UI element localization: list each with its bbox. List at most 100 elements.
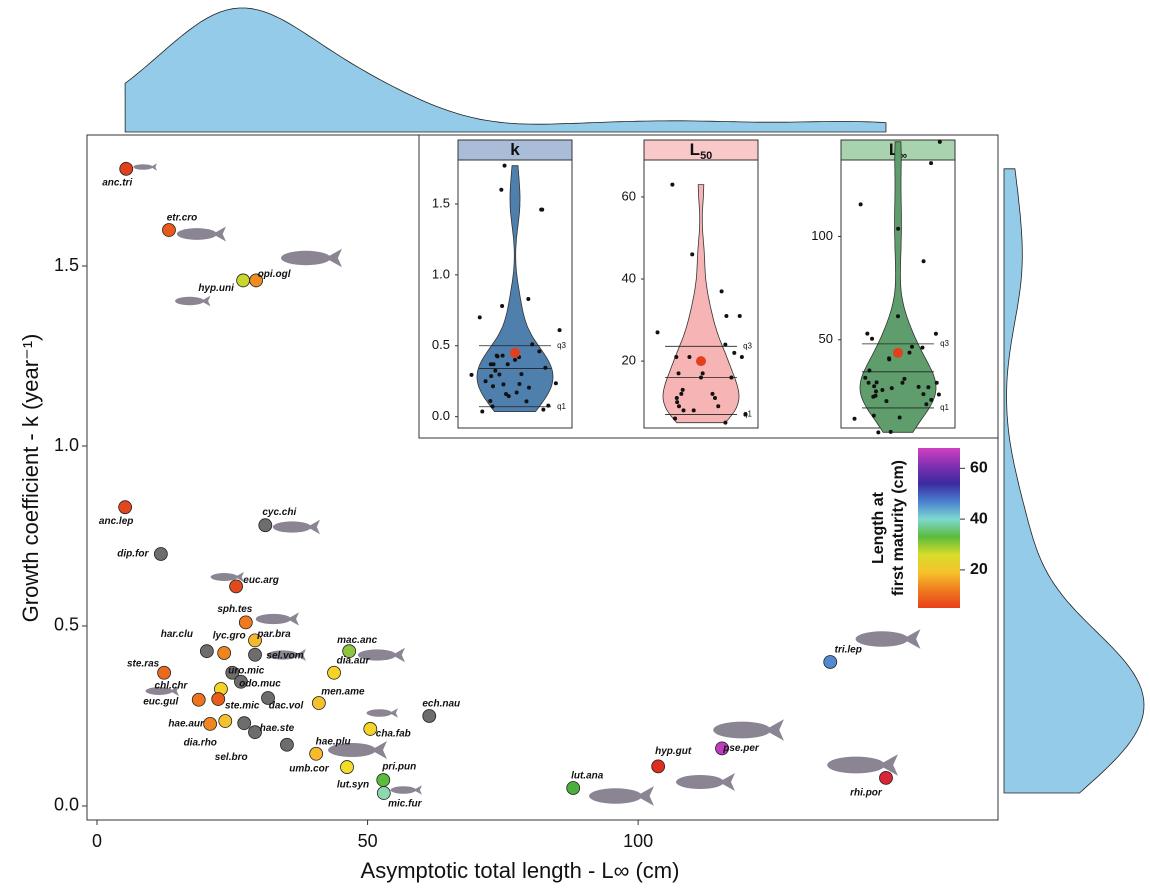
y-tick-label: 0.5	[54, 615, 79, 635]
data-point	[651, 759, 666, 774]
data-point	[280, 737, 294, 752]
jitter-point	[866, 380, 871, 385]
data-point	[261, 691, 275, 705]
point-label: hyp.uni	[198, 283, 234, 294]
jitter-point	[489, 374, 494, 379]
inset-y-tick-label: 40	[622, 270, 636, 285]
jitter-point	[526, 296, 531, 301]
data-point	[118, 500, 133, 515]
jitter-point	[676, 371, 681, 376]
data-point	[199, 644, 214, 659]
jitter-point	[723, 342, 728, 347]
jitter-point	[902, 376, 907, 381]
data-point	[311, 696, 326, 710]
point-label: pri.pun	[381, 762, 416, 773]
point-label: dia.aur	[337, 655, 371, 666]
jitter-point	[513, 357, 518, 362]
inset-title: L50	[690, 140, 713, 161]
jitter-point	[674, 354, 679, 359]
data-point	[119, 161, 134, 176]
point-label: lut.ana	[571, 771, 604, 782]
jitter-point	[907, 350, 912, 355]
point-label: hae.ste	[260, 723, 295, 734]
point-label: mic.fur	[388, 799, 422, 810]
jitter-point	[687, 354, 692, 359]
data-point	[340, 760, 354, 774]
data-point	[879, 770, 893, 785]
jitter-point	[896, 314, 901, 319]
jitter-point	[505, 362, 510, 367]
jitter-point	[880, 387, 885, 392]
jitter-point	[500, 353, 505, 358]
jitter-point	[870, 336, 875, 341]
point-label: cyc.chi	[262, 507, 296, 518]
jitter-point	[488, 362, 493, 367]
point-label: hae.aur	[168, 719, 205, 730]
jitter-point	[488, 399, 493, 404]
point-label: hyp.gut	[655, 746, 692, 757]
jitter-point	[490, 384, 495, 389]
jitter-point	[680, 387, 685, 392]
top-density	[124, 7, 887, 133]
data-point	[376, 786, 391, 800]
right-density	[1003, 168, 1145, 794]
mean-point	[893, 347, 903, 358]
point-label: lyc.gro	[213, 631, 246, 642]
data-point	[225, 665, 240, 680]
jitter-point	[517, 382, 522, 387]
data-point	[248, 647, 262, 662]
marginal-densities	[124, 7, 1145, 794]
jitter-point	[884, 399, 889, 404]
jitter-point	[514, 390, 519, 395]
jitter-point	[724, 313, 729, 318]
q-label: q1	[557, 402, 566, 411]
jitter-point	[710, 391, 715, 396]
jitter-point	[504, 391, 509, 396]
point-label: sel.vom	[266, 650, 303, 661]
data-point	[258, 518, 273, 533]
data-point	[342, 644, 357, 659]
point-label: sph.tes	[217, 604, 252, 615]
jitter-point	[887, 357, 892, 362]
jitter-point	[673, 416, 678, 421]
jitter-point	[530, 342, 535, 347]
point-label: hae.plu	[316, 736, 351, 747]
x-axis-title: Asymptotic total length - L∞ (cm)	[361, 858, 680, 883]
colorbar-tick-label: 20	[970, 561, 988, 578]
jitter-point	[655, 330, 660, 335]
violin	[859, 141, 937, 433]
jitter-point	[500, 304, 505, 309]
jitter-point	[732, 350, 737, 355]
inset-title-main: k	[510, 140, 520, 159]
jitter-point	[916, 384, 921, 389]
data-point	[157, 665, 172, 680]
jitter-point	[921, 392, 926, 397]
q-label: q3	[557, 341, 566, 350]
jitter-point	[506, 394, 511, 399]
jitter-point	[543, 365, 548, 370]
data-point	[218, 714, 233, 728]
jitter-point	[909, 344, 914, 349]
inset-y-tick-label: 0.0	[432, 408, 450, 423]
y-tick-label: 1.0	[54, 435, 79, 455]
jitter-point	[897, 415, 902, 420]
data-point	[238, 615, 253, 630]
q-label: q1	[940, 403, 949, 412]
mean-point	[696, 356, 706, 367]
jitter-point	[691, 408, 696, 413]
inset-y-tick-label: 100	[811, 228, 833, 243]
jitter-point	[497, 372, 502, 377]
jitter-point	[863, 375, 868, 380]
point-label: dip.for	[117, 549, 149, 560]
jitter-point	[876, 430, 881, 435]
jitter-point	[557, 328, 562, 333]
jitter-point	[920, 345, 925, 350]
data-point	[191, 692, 206, 707]
jitter-point	[491, 362, 496, 367]
mean-point	[510, 347, 520, 358]
jitter-point	[519, 372, 524, 377]
inset-y-tick-label: 1.5	[432, 195, 450, 210]
x-tick-label: 50	[358, 831, 378, 851]
q-label: q3	[743, 341, 752, 350]
data-point	[327, 665, 341, 680]
